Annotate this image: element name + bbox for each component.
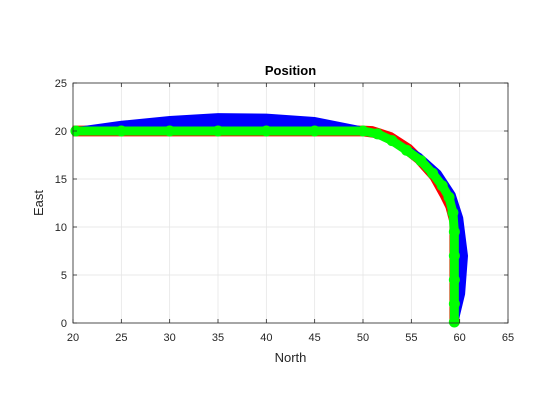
series-marker-2 bbox=[448, 298, 460, 310]
series-marker-2 bbox=[448, 316, 460, 328]
series-marker-2 bbox=[415, 155, 427, 167]
series-marker-2 bbox=[436, 180, 448, 192]
y-tick-label: 10 bbox=[55, 222, 67, 234]
x-tick-label: 60 bbox=[454, 332, 466, 344]
series-marker-2 bbox=[309, 125, 321, 137]
series-marker-2 bbox=[115, 125, 127, 137]
x-tick-label: 55 bbox=[405, 332, 417, 344]
series-marker-2 bbox=[357, 125, 369, 137]
series-marker-2 bbox=[386, 135, 398, 147]
series-marker-2 bbox=[164, 125, 176, 137]
chart-title: Position bbox=[265, 63, 316, 78]
series-marker-2 bbox=[372, 128, 383, 140]
x-tick-label: 40 bbox=[260, 332, 272, 344]
y-tick-label: 5 bbox=[61, 270, 67, 282]
x-tick-label: 20 bbox=[67, 332, 79, 344]
series-marker-2 bbox=[447, 207, 459, 219]
y-tick-label: 20 bbox=[55, 126, 67, 138]
y-tick-label: 15 bbox=[55, 174, 67, 186]
series-marker-2 bbox=[448, 226, 460, 238]
series-marker-2 bbox=[448, 274, 460, 286]
y-tick-label: 0 bbox=[61, 318, 67, 330]
x-axis-label: North bbox=[275, 350, 307, 365]
tick-labels: 20 25 30 35 40 45 50 55 60 65 0 5 10 15 20 25 bbox=[55, 78, 514, 344]
x-tick-label: 65 bbox=[502, 332, 514, 344]
y-tick-label: 25 bbox=[55, 78, 67, 90]
plot-area bbox=[70, 113, 468, 328]
axes-box bbox=[72, 82, 509, 324]
series-marker-2 bbox=[212, 125, 224, 137]
series-marker-2 bbox=[448, 250, 460, 262]
y-axis-label: East bbox=[31, 190, 46, 216]
x-tick-label: 30 bbox=[164, 332, 176, 344]
series-marker-2 bbox=[260, 125, 272, 137]
series-layer bbox=[70, 113, 468, 328]
x-tick-label: 50 bbox=[357, 332, 369, 344]
x-tick-label: 25 bbox=[115, 332, 127, 344]
series-marker-2 bbox=[443, 191, 455, 203]
x-tick-label: 35 bbox=[212, 332, 224, 344]
x-tick-label: 45 bbox=[309, 332, 321, 344]
series-marker-2 bbox=[427, 167, 439, 179]
series-marker-2 bbox=[401, 144, 412, 156]
